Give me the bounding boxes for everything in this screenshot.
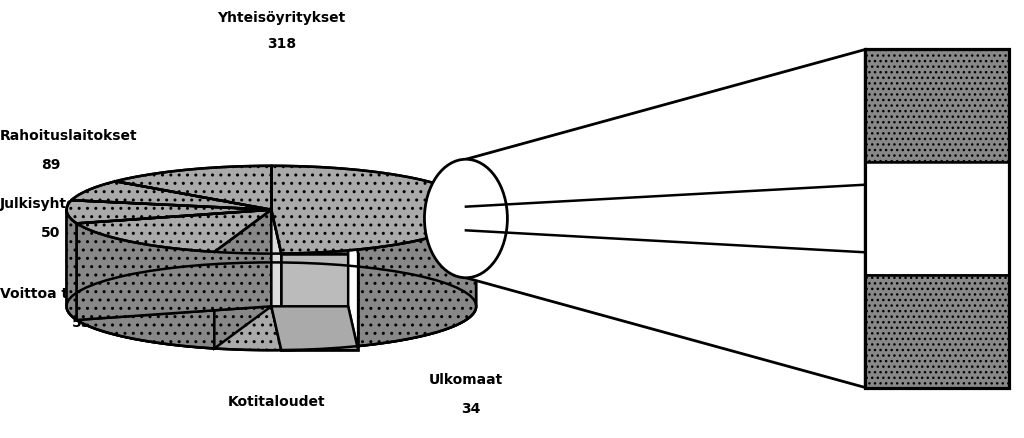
Text: 89: 89 bbox=[41, 157, 60, 171]
Polygon shape bbox=[271, 307, 358, 350]
Text: 318: 318 bbox=[267, 37, 296, 51]
Polygon shape bbox=[282, 212, 476, 350]
Text: Ulkomaat: Ulkomaat bbox=[429, 372, 503, 386]
Polygon shape bbox=[77, 210, 271, 320]
Polygon shape bbox=[271, 210, 282, 350]
Polygon shape bbox=[77, 210, 271, 252]
Bar bbox=[865, 163, 1009, 275]
Text: 34: 34 bbox=[462, 401, 480, 415]
Polygon shape bbox=[271, 210, 282, 350]
Polygon shape bbox=[67, 210, 476, 350]
Polygon shape bbox=[67, 210, 77, 320]
Polygon shape bbox=[116, 166, 271, 210]
Polygon shape bbox=[77, 210, 271, 320]
Text: Julkisyhteisö: Julkisyhteisö bbox=[0, 197, 99, 211]
Text: Voittoa tav.mattomat: Voittoa tav.mattomat bbox=[0, 286, 168, 300]
Polygon shape bbox=[348, 210, 358, 350]
Polygon shape bbox=[271, 166, 476, 254]
Polygon shape bbox=[77, 224, 214, 349]
Polygon shape bbox=[214, 210, 271, 349]
Text: 50: 50 bbox=[41, 225, 60, 239]
Polygon shape bbox=[72, 182, 271, 210]
Polygon shape bbox=[466, 50, 865, 388]
Text: 229: 229 bbox=[681, 221, 710, 235]
Text: 55: 55 bbox=[72, 315, 91, 329]
Bar bbox=[865, 50, 1009, 388]
Text: Kotitaloudet: Kotitaloudet bbox=[227, 394, 326, 408]
Text: Yhteisöyritykset: Yhteisöyritykset bbox=[217, 11, 346, 25]
Polygon shape bbox=[271, 210, 358, 254]
Bar bbox=[865, 50, 1009, 163]
Polygon shape bbox=[282, 254, 358, 350]
Text: Rahoituslaitokset: Rahoituslaitokset bbox=[0, 129, 137, 143]
Text: Ulkom. Suomeen: Ulkom. Suomeen bbox=[660, 188, 792, 202]
Ellipse shape bbox=[425, 160, 508, 278]
Bar bbox=[865, 275, 1009, 388]
Polygon shape bbox=[67, 201, 271, 224]
